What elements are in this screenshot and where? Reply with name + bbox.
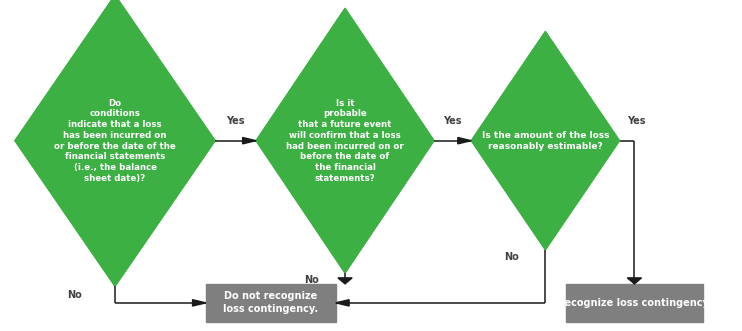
Text: No: No (67, 290, 82, 300)
Polygon shape (458, 137, 471, 144)
Polygon shape (338, 278, 352, 284)
Polygon shape (256, 8, 434, 273)
Polygon shape (15, 0, 215, 286)
Text: Yes: Yes (226, 116, 245, 126)
Polygon shape (627, 278, 642, 284)
FancyBboxPatch shape (565, 284, 703, 322)
Text: Yes: Yes (627, 116, 646, 126)
Text: Is it
probable
that a future event
will confirm that a loss
had been incurred on: Is it probable that a future event will … (286, 99, 404, 183)
Polygon shape (243, 137, 256, 144)
Text: Is the amount of the loss
reasonably estimable?: Is the amount of the loss reasonably est… (482, 131, 609, 151)
Text: No: No (505, 252, 519, 262)
Polygon shape (471, 31, 620, 250)
Text: Do
conditions
indicate that a loss
has been incurred on
or before the date of th: Do conditions indicate that a loss has b… (54, 99, 176, 183)
Text: Do not recognize
loss contingency.: Do not recognize loss contingency. (223, 291, 318, 314)
Polygon shape (193, 300, 206, 306)
Text: Yes: Yes (444, 116, 462, 126)
Polygon shape (335, 300, 349, 306)
FancyBboxPatch shape (206, 284, 335, 322)
Text: No: No (304, 275, 319, 285)
Text: Recognize loss contingency.: Recognize loss contingency. (557, 298, 712, 308)
